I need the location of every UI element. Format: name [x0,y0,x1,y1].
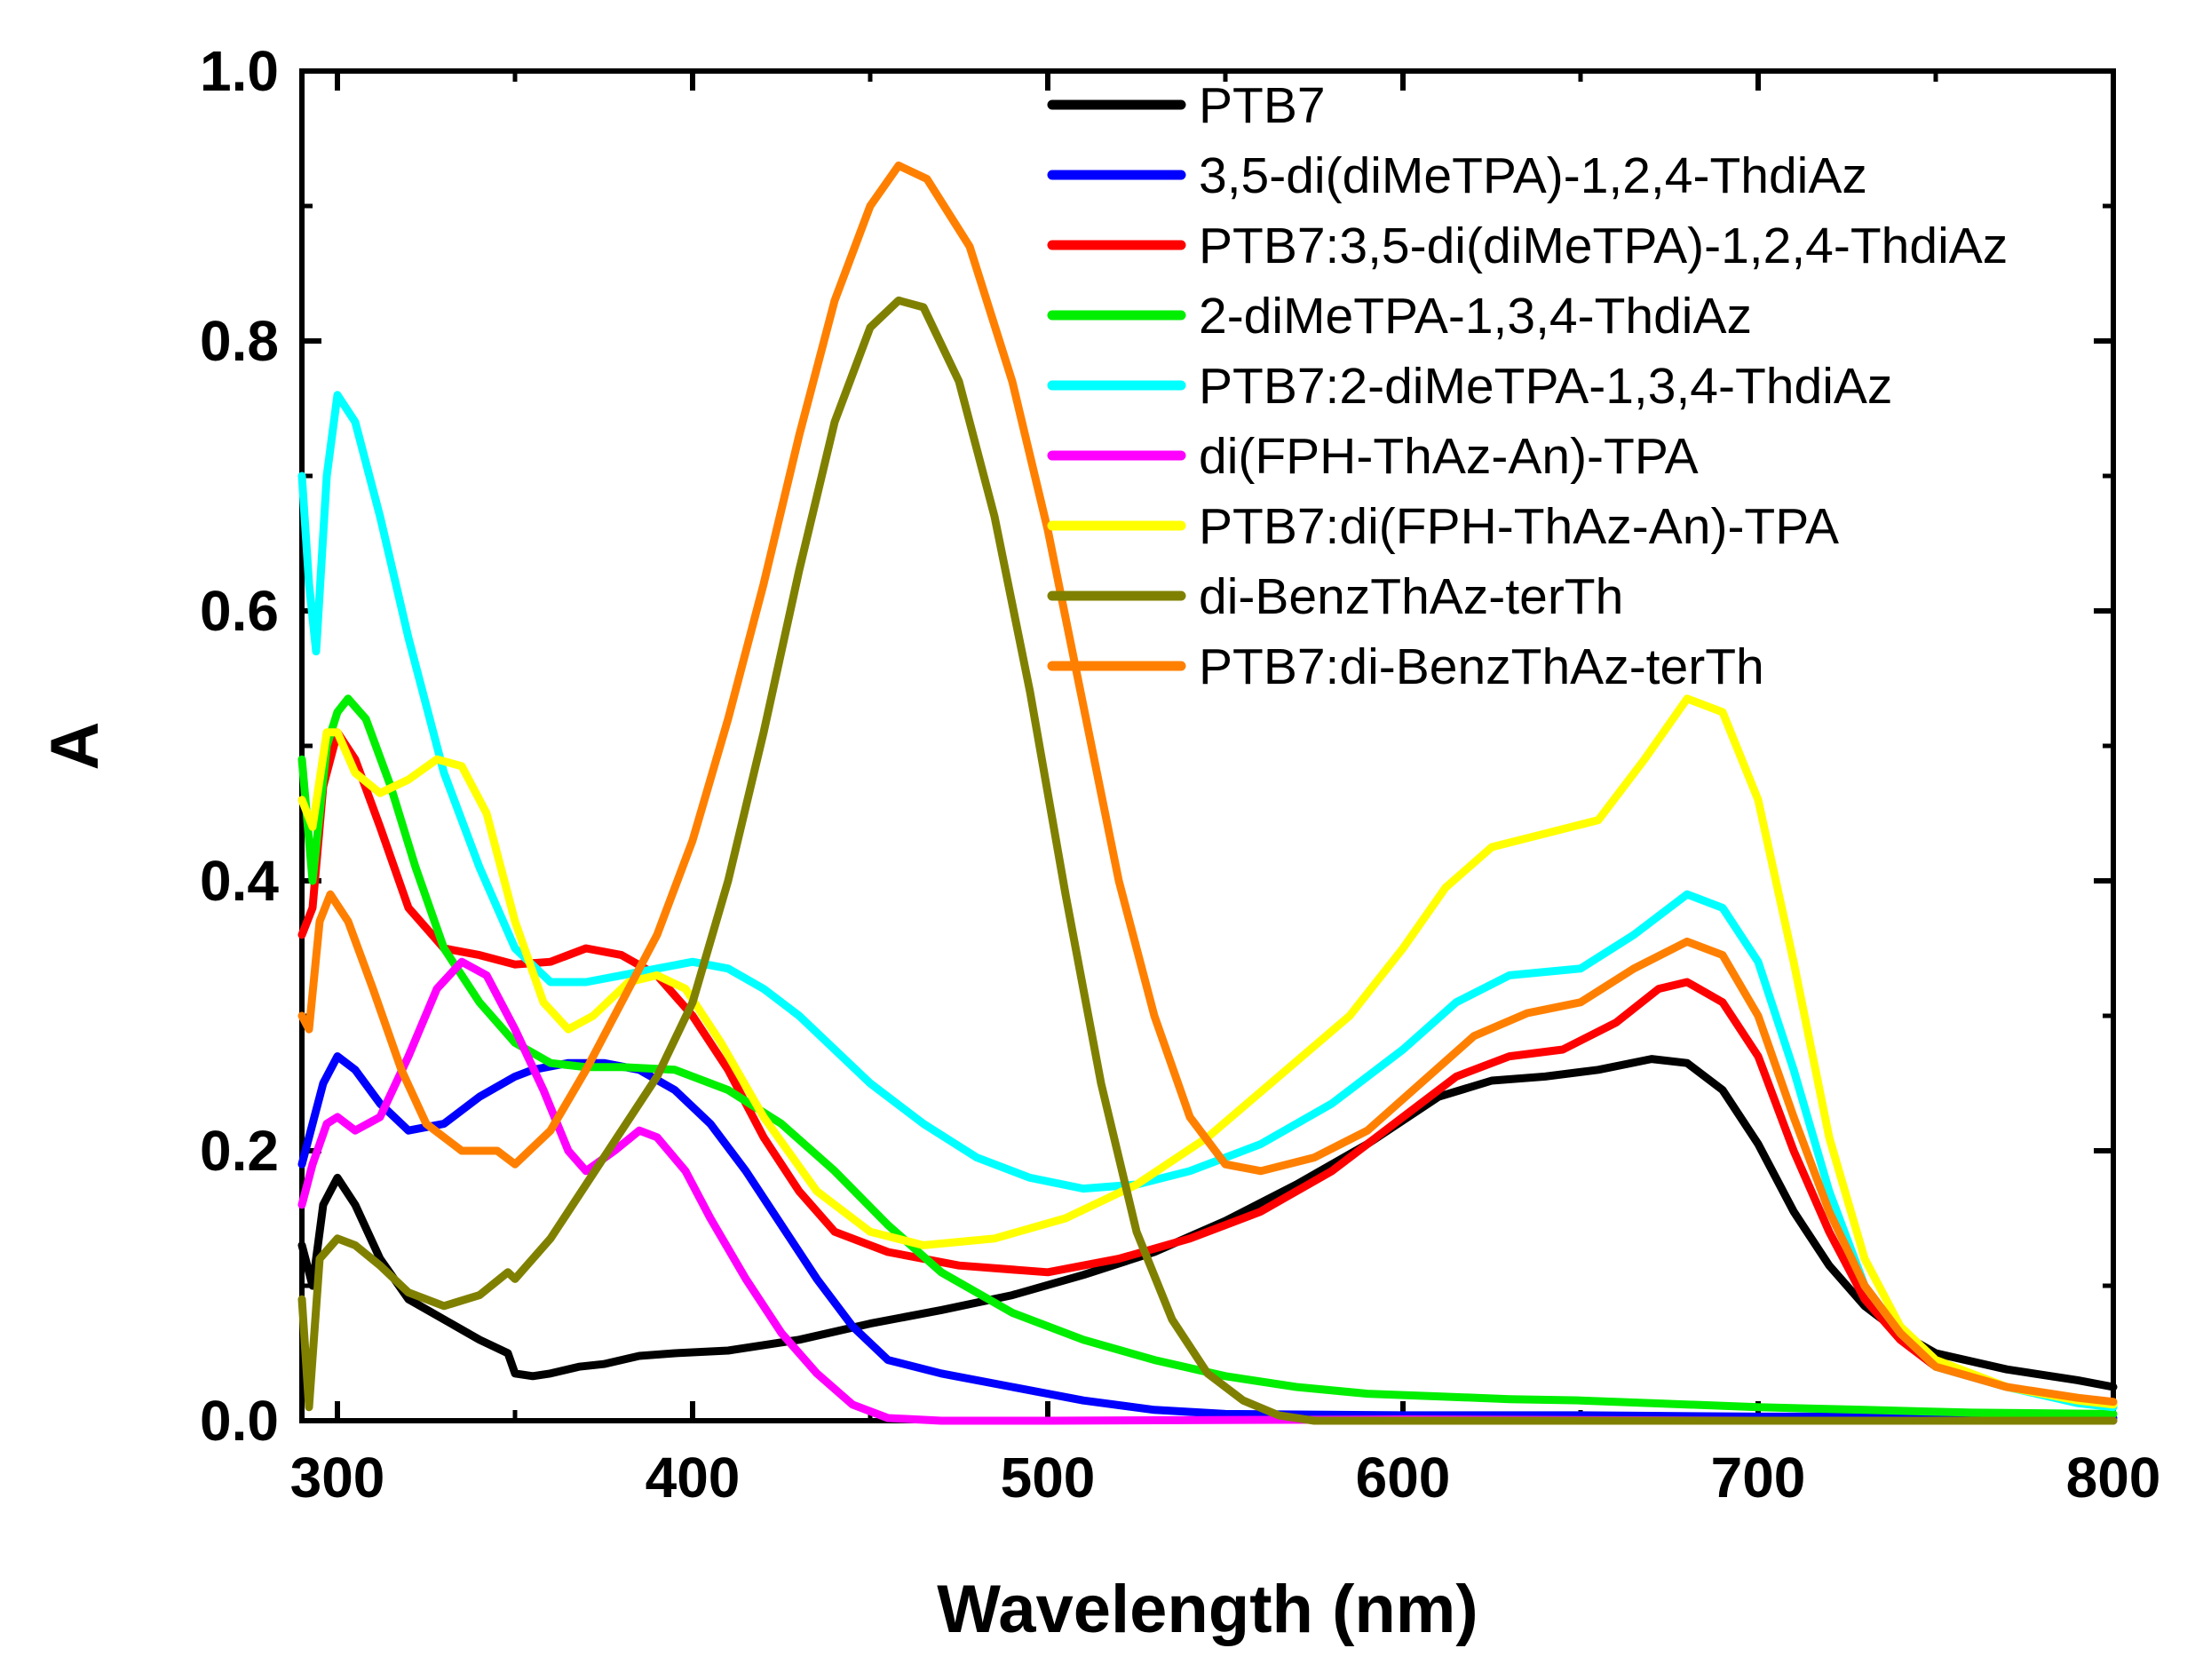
x-tick-label-4: 700 [1711,1446,1806,1510]
series-line-ptb7 [297,1055,2118,1391]
x-tick-label-0: 300 [290,1446,385,1510]
y-tick-label-2: 0.4 [200,849,279,913]
series-line-2-dimetpa-1-3-4-thdiaz [297,694,2118,1418]
y-tick-label-3: 0.6 [200,579,279,643]
series-line-ptb7-di-fph-thaz-an-tpa [297,694,2118,1409]
x-tick-label-1: 400 [646,1446,741,1510]
legend-label-di-fph-thaz-an-tpa: di(FPH-ThAz-An)-TPA [1199,428,1699,485]
x-tick-label-3: 600 [1356,1446,1451,1510]
legend-label-3-5-di-dimetpa-1-2-4-thdiaz: 3,5-di(diMeTPA)-1,2,4-ThdiAz [1199,147,1867,204]
series-line-di-fph-thaz-an-tpa [297,957,2118,1425]
y-tick-label-0: 0.0 [200,1389,279,1453]
series-line-di-benzthaz-terth [297,296,2118,1425]
legend-label-ptb7: PTB7 [1199,77,1326,134]
legend-label-ptb7-3-5-di-dimetpa-1-2-4-thdiaz: PTB7:3,5-di(diMeTPA)-1,2,4-ThdiAz [1199,218,2008,274]
legend-label-di-benzthaz-terth: di-BenzThAz-terTh [1199,568,1623,625]
series-line-3-5-di-dimetpa-1-2-4-thdiaz [297,1052,2118,1422]
y-tick-label-5: 1.0 [200,39,279,103]
series-line-ptb7-2-dimetpa-1-3-4-thdiaz [297,391,2118,1412]
y-tick-label-1: 0.2 [200,1119,279,1183]
y-axis: 0.0 0.2 0.4 0.6 0.8 1.0 [200,39,2113,1453]
legend-label-ptb7-2-dimetpa-1-3-4-thdiaz: PTB7:2-diMeTPA-1,3,4-ThdiAz [1199,358,1892,415]
legend: PTB7 3,5-di(diMeTPA)-1,2,4-ThdiAz PTB7:3,5… [1047,77,2008,695]
y-tick-label-4: 0.8 [200,309,279,373]
legend-label-2-dimetpa-1-3-4-thdiaz: 2-diMeTPA-1,3,4-ThdiAz [1199,288,1752,345]
x-axis: 300 400 500 600 700 800 [290,71,2161,1510]
y-axis-title: A [37,722,113,771]
series-lines [297,161,2118,1425]
legend-label-ptb7-di-benzthaz-terth: PTB7:di-BenzThAz-terTh [1199,638,1764,695]
x-tick-label-2: 500 [1001,1446,1096,1510]
legend-label-ptb7-di-fph-thaz-an-tpa: PTB7:di(FPH-ThAz-An)-TPA [1199,498,1839,555]
x-tick-label-5: 800 [2066,1446,2161,1510]
series-line-ptb7-di-benzthaz-terth [297,161,2118,1407]
x-axis-title: Wavelength (nm) [937,1572,1478,1647]
